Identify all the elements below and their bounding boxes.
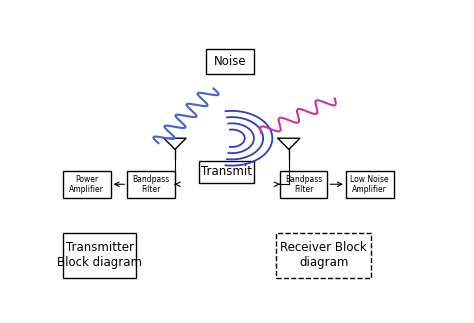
Text: Transmitter
Block diagram: Transmitter Block diagram [57, 241, 142, 269]
FancyBboxPatch shape [280, 171, 328, 198]
Text: Power
Amplifier: Power Amplifier [69, 174, 104, 194]
Text: Noise: Noise [214, 55, 246, 68]
Text: Bandpass
Filter: Bandpass Filter [285, 174, 322, 194]
Text: Bandpass
Filter: Bandpass Filter [132, 174, 170, 194]
FancyBboxPatch shape [199, 161, 254, 183]
FancyBboxPatch shape [127, 171, 175, 198]
FancyBboxPatch shape [206, 49, 254, 74]
FancyBboxPatch shape [276, 233, 372, 277]
FancyBboxPatch shape [63, 171, 110, 198]
FancyBboxPatch shape [63, 233, 137, 277]
Text: Receiver Block
diagram: Receiver Block diagram [280, 241, 367, 269]
FancyBboxPatch shape [346, 171, 393, 198]
Text: Low Noise
Amplifier: Low Noise Amplifier [350, 174, 389, 194]
Text: Transmit: Transmit [201, 165, 252, 178]
